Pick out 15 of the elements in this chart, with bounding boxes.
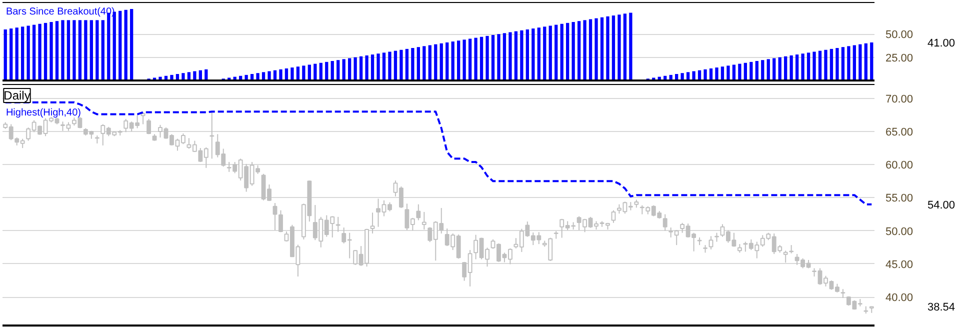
chart-title: Daily (4, 88, 30, 102)
series-label: Bars Since Breakout(40) (6, 6, 115, 18)
text: 38.54 (928, 302, 956, 314)
text: 41.00 (928, 37, 956, 50)
y-tick-label: 50.00 (886, 29, 914, 42)
y-tick-label: 65.00 (886, 126, 914, 139)
y-tick-label: 70.00 (886, 93, 914, 106)
y-tick-label: 60.00 (886, 160, 914, 172)
y-tick-label: 55.00 (886, 192, 914, 205)
y-tick-label: 50.00 (886, 226, 914, 238)
y-tick-label: 25.00 (886, 52, 914, 64)
y-tick-label: 45.00 (886, 258, 914, 271)
text: 54.00 (928, 199, 956, 212)
y-tick-label: 40.00 (886, 292, 914, 304)
series-label: Highest(High,40) (6, 108, 81, 118)
